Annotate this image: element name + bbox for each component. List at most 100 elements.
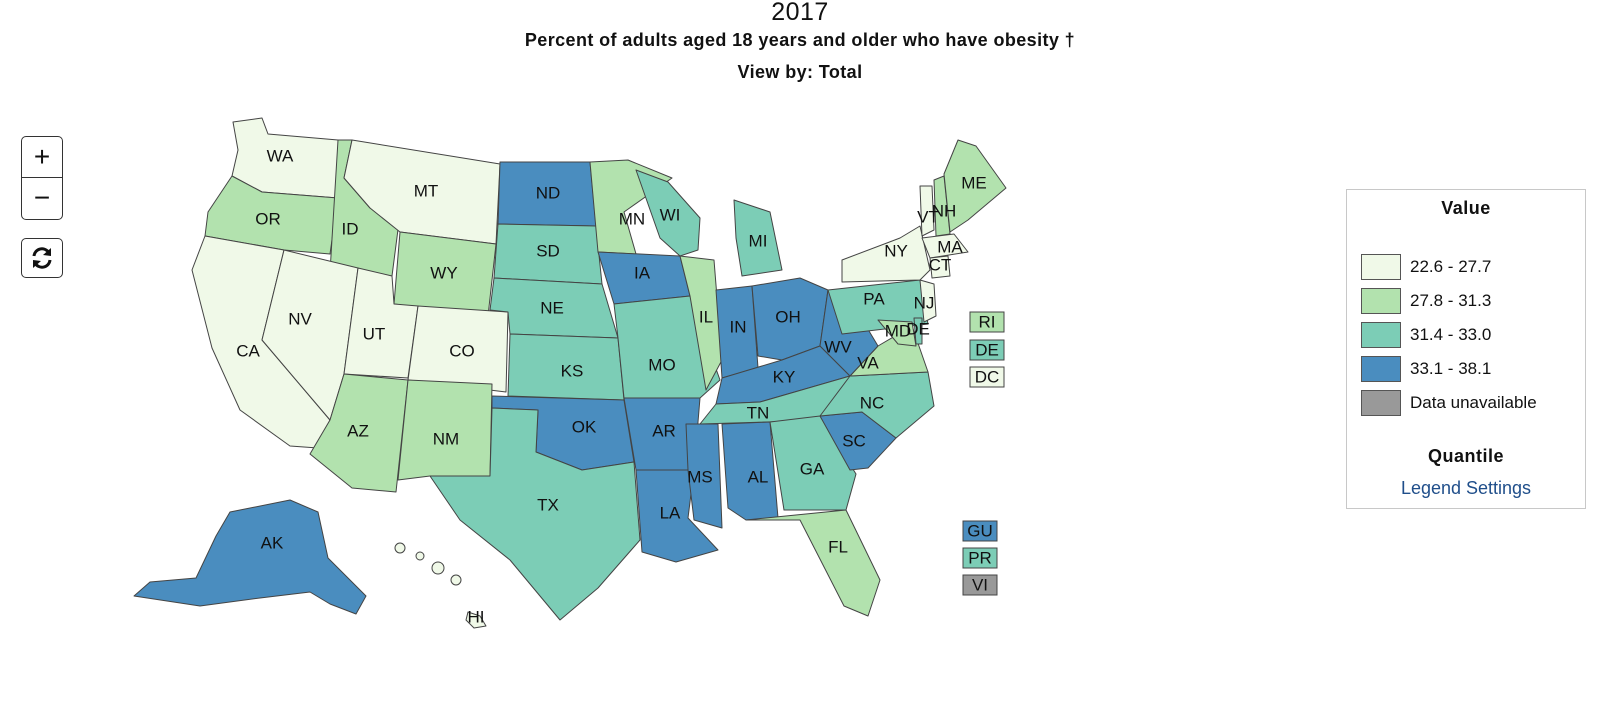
legend-label: 31.4 - 33.0 <box>1410 325 1492 344</box>
view-by-label: View by: Total <box>737 62 863 82</box>
badge-box <box>969 366 1005 388</box>
hawaii-island <box>415 551 425 561</box>
badge-box <box>962 547 998 569</box>
legend-settings-link[interactable]: Legend Settings <box>1400 478 1532 498</box>
state-mi[interactable] <box>733 199 783 277</box>
hawaii-island <box>450 574 462 586</box>
legend-swatch <box>1361 356 1401 382</box>
legend-label: 27.8 - 31.3 <box>1410 291 1492 310</box>
state-label: MN <box>619 209 645 228</box>
state-ct[interactable] <box>929 255 951 279</box>
state-label: TN <box>747 403 770 422</box>
reset-map-button[interactable] <box>21 238 63 278</box>
legend-title: Value <box>1441 198 1491 218</box>
state-or[interactable] <box>204 175 339 255</box>
hawaii-island <box>394 542 406 554</box>
state-md[interactable] <box>877 319 917 347</box>
state-label: CO <box>449 341 475 360</box>
zoom-out-button[interactable]: − <box>22 178 62 218</box>
state-ma[interactable] <box>921 233 969 259</box>
state-me[interactable] <box>943 139 1007 233</box>
legend-item: 33.1 - 38.1 <box>1361 356 1491 382</box>
state-label: VA <box>857 353 879 372</box>
state-label: NC <box>860 393 885 412</box>
state-label: VT <box>917 207 939 226</box>
state-label: CT <box>929 255 952 274</box>
minus-icon: − <box>33 182 51 213</box>
state-label: ME <box>961 173 987 192</box>
state-ms[interactable] <box>685 423 723 529</box>
state-label: OK <box>572 417 597 436</box>
state-co[interactable] <box>407 305 509 393</box>
choropleth-map: WA OR CA ID NV MT WY UT CO AZ NM ND SD NE KS OK TX MN IA MO… <box>133 117 1007 629</box>
map-title: 2017 <box>771 0 829 26</box>
territory-badge-pr[interactable]: PR <box>962 547 998 569</box>
legend-swatch <box>1361 288 1401 314</box>
map-subtitle: Percent of adults aged 18 years and olde… <box>524 30 1076 50</box>
zoom-in-button[interactable]: + <box>22 137 62 177</box>
state-label: LA <box>660 503 681 522</box>
state-label: MO <box>648 355 675 374</box>
state-label: KY <box>773 367 796 386</box>
state-pa[interactable] <box>827 279 929 335</box>
state-label: GA <box>800 459 825 478</box>
state-label: NE <box>540 298 564 317</box>
badge-label: GU <box>967 521 993 540</box>
state-label: PA <box>863 289 885 308</box>
state-label: IL <box>699 307 713 326</box>
state-label: MD <box>885 321 911 340</box>
state-vt[interactable] <box>919 185 935 237</box>
legend-item: 27.8 - 31.3 <box>1361 288 1491 314</box>
state-label: NM <box>433 429 459 448</box>
hawaii-island <box>431 561 445 575</box>
plus-icon: + <box>33 141 51 172</box>
legend-panel: Value 22.6 - 27.7 27.8 - 31.3 31.4 - 33.… <box>1346 189 1586 509</box>
state-tx[interactable] <box>429 407 641 621</box>
state-label: IN <box>730 317 747 336</box>
state-label: OH <box>775 307 801 326</box>
state-nj[interactable] <box>919 279 937 323</box>
state-label: TX <box>537 495 559 514</box>
state-label: AL <box>748 467 769 486</box>
legend-swatch <box>1361 390 1401 416</box>
state-label: IA <box>634 263 651 282</box>
territory-badge-vi[interactable]: VI <box>962 574 998 596</box>
state-label: NY <box>884 241 908 260</box>
state-label: FL <box>828 537 848 556</box>
territory-badge-dc[interactable]: DC <box>969 366 1005 388</box>
legend-label: 33.1 - 38.1 <box>1410 359 1492 378</box>
state-wi[interactable] <box>635 169 701 257</box>
state-label: SC <box>842 431 866 450</box>
legend-swatch <box>1361 322 1401 348</box>
badge-label: DC <box>975 367 1000 386</box>
state-ak[interactable] <box>133 499 367 615</box>
state-label: MS <box>687 467 713 486</box>
badge-box <box>969 311 1005 333</box>
legend-label: 22.6 - 27.7 <box>1410 257 1492 276</box>
badge-label: VI <box>972 575 988 594</box>
state-label: WV <box>824 337 852 356</box>
state-label: NJ <box>914 293 935 312</box>
state-label: ND <box>536 183 561 202</box>
badge-label: PR <box>968 548 992 567</box>
state-label: MT <box>414 181 439 200</box>
state-label: UT <box>363 324 386 343</box>
state-fl[interactable] <box>745 509 881 617</box>
state-ny[interactable] <box>841 225 931 283</box>
territory-badge-gu[interactable]: GU <box>962 520 998 542</box>
state-label: MI <box>749 231 768 250</box>
legend-item: 22.6 - 27.7 <box>1361 254 1491 280</box>
state-label: AR <box>652 421 676 440</box>
state-label: SD <box>536 241 560 260</box>
state-hi[interactable] <box>465 611 487 629</box>
state-label: OR <box>255 209 281 228</box>
territory-badge-de[interactable]: DE <box>969 339 1005 361</box>
state-label: KS <box>561 361 584 380</box>
badge-box <box>962 520 998 542</box>
territory-badge-ri[interactable]: RI <box>969 311 1005 333</box>
badge-label: DE <box>975 340 999 359</box>
state-de[interactable] <box>913 317 923 345</box>
state-label: NH <box>932 201 957 220</box>
state-label: AK <box>261 533 284 552</box>
state-il[interactable] <box>679 255 723 391</box>
